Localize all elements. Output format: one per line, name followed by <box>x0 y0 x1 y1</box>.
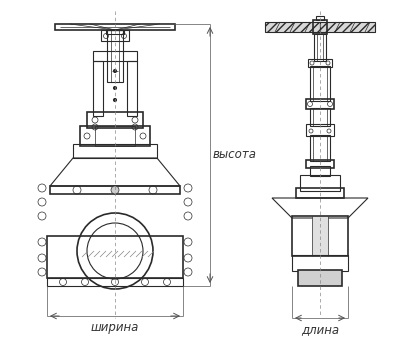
Text: ширина: ширина <box>91 321 139 335</box>
Bar <box>313 20 327 34</box>
Bar <box>306 160 334 168</box>
Bar <box>298 270 342 286</box>
Bar <box>296 188 344 198</box>
Text: высота: высота <box>213 148 257 162</box>
Bar <box>87 112 143 128</box>
Circle shape <box>111 186 119 194</box>
Bar <box>316 16 324 20</box>
Bar <box>306 99 334 109</box>
Bar <box>80 126 150 146</box>
Bar <box>95 126 135 146</box>
Bar <box>320 22 375 32</box>
Bar <box>47 278 183 286</box>
Bar <box>300 175 340 191</box>
Bar <box>107 30 123 82</box>
Bar <box>306 124 334 136</box>
Bar <box>93 51 137 61</box>
Bar <box>292 216 348 256</box>
Circle shape <box>114 86 116 90</box>
Bar <box>50 186 180 194</box>
Bar <box>312 216 328 256</box>
Circle shape <box>114 99 116 101</box>
Bar <box>265 22 320 32</box>
Text: длина: длина <box>301 324 339 337</box>
Circle shape <box>114 70 116 73</box>
Bar <box>101 30 129 41</box>
Bar <box>73 144 157 158</box>
Bar <box>93 61 103 116</box>
Bar <box>292 255 348 271</box>
Bar <box>106 30 124 34</box>
Bar <box>308 59 332 67</box>
Bar <box>310 135 330 161</box>
Bar <box>55 24 175 30</box>
Bar <box>127 61 137 116</box>
Bar <box>47 236 183 278</box>
Bar <box>310 166 330 176</box>
Bar <box>310 66 330 101</box>
Bar <box>314 34 326 61</box>
Bar <box>310 108 330 126</box>
